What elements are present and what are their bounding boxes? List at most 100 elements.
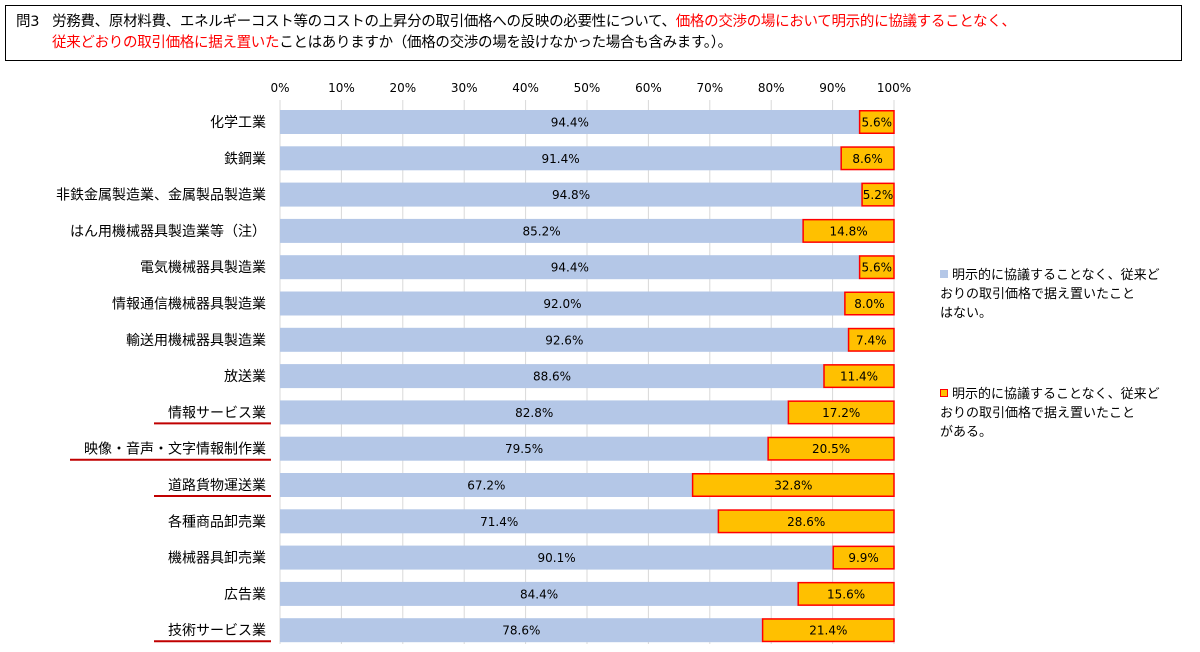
bar-segment-no — [280, 545, 834, 570]
bar-segment-yes — [832, 545, 895, 570]
x-tick-label: 70% — [696, 81, 723, 95]
x-axis-ticks: 0% 10% 20% 30% 40% 50% 60% 70% 80% 90% 100% — [270, 81, 911, 95]
question-label: 問3 — [16, 14, 40, 30]
question-text-red1: 価格の交渉の場において明示的に協議することなく、 — [675, 14, 1016, 30]
bar-segment-yes — [840, 146, 895, 171]
x-tick-label: 90% — [819, 81, 846, 95]
legend-swatch-yes — [940, 389, 948, 397]
data-label-yes: 8.6% — [852, 152, 883, 166]
bar-segment-no — [280, 436, 769, 461]
x-tick-label: 100% — [877, 81, 911, 95]
bar-segment-no — [280, 364, 825, 389]
x-tick-label: 30% — [451, 81, 478, 95]
data-label-no: 94.4% — [551, 261, 589, 275]
bar-segment-no — [280, 110, 860, 134]
data-label-yes: 21.4% — [809, 624, 847, 638]
legend-swatch-no — [940, 270, 948, 278]
data-label-no: 90.1% — [538, 551, 576, 565]
data-label-no: 71.4% — [480, 515, 518, 529]
question-line-2: 従来どおりの取引価格に据え置いたことはありますか（価格の交渉の場を設けなかった場… — [16, 33, 1171, 54]
bar-segment-no — [280, 255, 860, 280]
bar-segment-no — [280, 291, 845, 316]
data-label-no: 85.2% — [523, 224, 561, 238]
data-label-yes: 20.5% — [812, 442, 850, 456]
bar-segment-yes — [802, 218, 895, 243]
data-label-yes: 5.6% — [862, 261, 893, 275]
bar-segment-no — [280, 473, 693, 497]
x-tick-label: 40% — [512, 81, 539, 95]
bar-segment-yes — [717, 509, 895, 534]
category-label: 電気機械器具製造業 — [140, 260, 266, 276]
data-label-yes: 7.4% — [856, 333, 887, 347]
bar-segment-yes — [787, 400, 895, 425]
x-tick-label: 60% — [635, 81, 662, 95]
data-label-no: 92.0% — [543, 297, 581, 311]
data-label-yes: 17.2% — [822, 406, 860, 420]
bar-segment-yes — [797, 581, 895, 606]
legend-yes-line1: 明示的に協議することなく、従来ど — [952, 387, 1160, 402]
category-label: 映像・音声・文字情報制作業 — [84, 441, 266, 458]
bar-segment-no — [280, 146, 842, 171]
data-label-yes: 28.6% — [787, 515, 825, 529]
legend-item-no: 明示的に協議することなく、従来ど おりの取引価格で据え置いたこと はない。 — [940, 266, 1190, 323]
category-label: 広告業 — [224, 587, 266, 603]
data-label-no: 78.6% — [502, 624, 540, 638]
data-label-yes: 11.4% — [840, 370, 878, 384]
bar-segment-yes — [761, 618, 895, 643]
category-label: 各種商品卸売業 — [168, 514, 266, 530]
data-label-yes: 32.8% — [774, 479, 812, 493]
legend-no-line3: はない。 — [940, 306, 993, 321]
bar-segment-no — [280, 182, 863, 207]
category-label: 輸送用機械器具製造業 — [126, 333, 266, 349]
bar-segment-no — [280, 581, 799, 606]
x-tick-label: 80% — [758, 81, 785, 95]
legend-no-line2: おりの取引価格で据え置いたこと — [940, 287, 1136, 302]
bar-segment-yes — [858, 110, 895, 134]
legend-yes-line2: おりの取引価格で据え置いたこと — [940, 406, 1136, 421]
data-label-no: 94.8% — [552, 188, 590, 202]
legend-no-line1: 明示的に協議することなく、従来ど — [952, 268, 1160, 283]
data-label-no: 79.5% — [505, 442, 543, 456]
category-label: 鉄鋼業 — [224, 151, 266, 167]
category-label: はん用機械器具製造業等（注） — [70, 223, 266, 240]
x-tick-label: 50% — [574, 81, 601, 95]
x-tick-label: 20% — [389, 81, 416, 95]
bar-segment-yes — [858, 255, 895, 280]
data-label-yes: 5.2% — [863, 188, 894, 202]
legend-yes-line3: がある。 — [940, 425, 993, 440]
bar-segment-no — [280, 218, 804, 243]
bar-segment-yes — [767, 436, 895, 461]
category-label: 放送業 — [224, 369, 266, 385]
legend-item-yes: 明示的に協議することなく、従来ど おりの取引価格で据え置いたこと がある。 — [940, 385, 1190, 442]
bar-segment-yes — [691, 473, 895, 497]
question-text-red2: 従来どおりの取引価格に据え置いた — [52, 35, 280, 51]
bar-segment-no — [280, 327, 849, 352]
category-label: 情報サービス業 — [168, 405, 266, 421]
bar-segment-no — [280, 400, 789, 425]
x-tick-label: 0% — [270, 81, 289, 95]
bar-segment-yes — [847, 327, 895, 352]
x-tick-label: 10% — [328, 81, 355, 95]
bar-segment-yes — [844, 291, 895, 316]
data-label-no: 94.4% — [551, 116, 589, 130]
question-text-part2: ことはありますか（価格の交渉の場を設けなかった場合も含みます。）。 — [279, 35, 732, 51]
category-label: 情報通信機械器具製造業 — [112, 297, 266, 313]
data-label-yes: 14.8% — [830, 224, 868, 238]
data-label-yes: 9.9% — [848, 551, 879, 565]
data-label-no: 92.6% — [545, 333, 583, 347]
data-label-no: 82.8% — [515, 406, 553, 420]
data-label-yes: 8.0% — [854, 297, 885, 311]
category-label: 化学工業 — [210, 115, 266, 131]
chart-bars: 94.4% 5.6% 91.4% 8.6% 94.8% 5.2% 85.2% 14.8% 94.… — [280, 110, 895, 643]
data-label-no: 84.4% — [520, 587, 558, 601]
data-label-no: 88.6% — [533, 370, 571, 384]
question-text-part1: 労務費、原材料費、エネルギーコスト等のコストの上昇分の取引価格への反映の必要性に… — [52, 14, 676, 30]
category-label: 道路貨物運送業 — [168, 477, 266, 494]
question-box: 問3 労務費、原材料費、エネルギーコスト等のコストの上昇分の取引価格への反映の必… — [5, 5, 1182, 61]
question-line-1: 問3 労務費、原材料費、エネルギーコスト等のコストの上昇分の取引価格への反映の必… — [16, 12, 1171, 33]
data-label-no: 67.2% — [467, 479, 505, 493]
bar-segment-no — [280, 509, 719, 534]
data-label-yes: 5.6% — [862, 116, 893, 130]
